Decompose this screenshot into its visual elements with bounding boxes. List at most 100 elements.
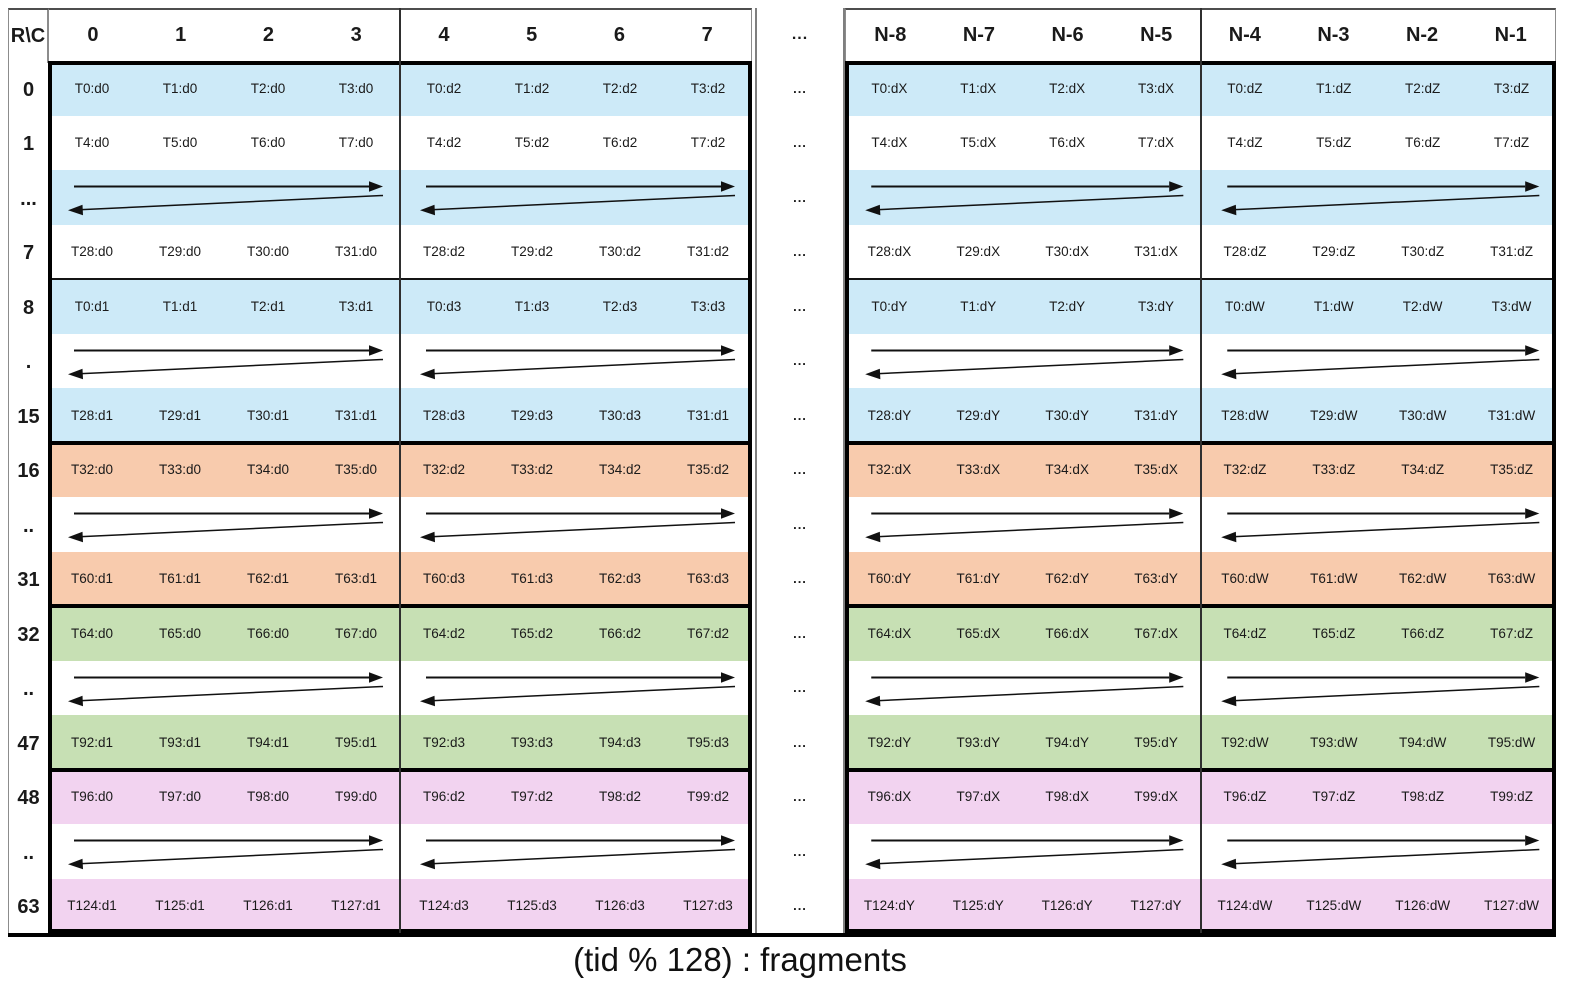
fragment-cell: T29:dX: [956, 244, 1001, 260]
table-row: T92:d1 T93:d1 T94:d1 T95:d1 T92:d3 T93:d3 T94:…: [48, 715, 752, 770]
column-group: T60:d3 T61:d3 T62:d3 T63:d3: [400, 552, 752, 607]
serpentine-order-arrow-icon: [420, 181, 736, 216]
fragment-cell: T64:d0: [70, 625, 114, 641]
row-label: 48: [17, 787, 40, 810]
fragment-cell: T32:d0: [70, 462, 114, 478]
row-label: ..: [22, 514, 35, 537]
fragment-cell: T97:dZ: [1312, 789, 1356, 805]
table-row: T96:d0 T97:d0 T98:d0 T99:d0 T96:d2 T97:d2 T98:…: [48, 769, 752, 824]
fragment-cell: T124:d3: [419, 898, 469, 914]
fragment-cell: T92:d3: [422, 734, 466, 750]
fragment-cell: T94:dY: [1045, 734, 1089, 750]
fragment-cell: T61:dW: [1310, 571, 1358, 587]
fragment-cell: T0:dW: [1225, 298, 1265, 314]
ellipsis-cell: ...: [793, 80, 807, 96]
fragment-cell: T2:d1: [250, 298, 286, 314]
fragment-cell: T96:dX: [867, 789, 912, 805]
row-label-column: R\C 0 1... 7 8. 15 16.. 31 32.. 47 48.. 63: [8, 8, 48, 933]
fragment-cell: T127:dY: [1130, 898, 1182, 914]
fragment-cell: T5:d2: [514, 135, 550, 151]
ellipsis-column: ........................................…: [755, 8, 845, 933]
column-group: T28:dW T29:dW T30:dW T31:dW: [1201, 388, 1557, 443]
column-group: T28:dX T29:dX T30:dX T31:dX: [845, 225, 1201, 280]
serpentine-order-arrow-icon: [420, 835, 736, 870]
fragment-cell: T93:dY: [956, 734, 1001, 750]
column-group: T0:d2 T1:d2 T2:d2 T3:d2: [400, 61, 752, 116]
column-group: T0:dX T1:dX T2:dX T3:dX: [845, 61, 1201, 116]
fragment-cell: T126:d1: [243, 898, 293, 914]
row-label: .: [25, 351, 32, 374]
column-header: 5: [526, 24, 538, 46]
fragment-cell: T35:d0: [334, 462, 378, 478]
fragment-cell: T1:dX: [960, 80, 997, 96]
column-group: [400, 497, 752, 552]
fragment-cell: T34:dX: [1045, 462, 1089, 478]
fragment-cell: T66:d0: [246, 625, 290, 641]
fragment-cell: T29:d2: [510, 244, 554, 260]
column-group: T4:dZ T5:dZ T6:dZ T7:dZ: [1201, 116, 1557, 171]
table-row: [845, 497, 1556, 552]
column-group: T28:d0 T29:d0 T30:d0 T31:d0: [48, 225, 400, 280]
fragment-cell: T7:d2: [690, 135, 726, 151]
fragment-cell: T7:dZ: [1493, 135, 1530, 151]
fragment-cell: T0:d1: [74, 298, 110, 314]
fragment-cell: T5:dX: [960, 135, 997, 151]
row-label: ...: [20, 187, 37, 210]
fragment-cell: T3:dW: [1491, 298, 1532, 314]
fragment-cell: T30:dW: [1399, 407, 1447, 423]
serpentine-order-arrow-icon: [1220, 835, 1539, 870]
column-group: T92:d3 T93:d3 T94:d3 T95:d3: [400, 715, 752, 770]
ellipsis-cell: ...: [793, 734, 807, 750]
fragment-cell: T60:dY: [867, 571, 912, 587]
block-body: T0:d0 T1:d0 T2:d0 T3:d0 T0:d2 T1:d2 T2:d2 T3:d2…: [48, 61, 752, 933]
column-header: N-3: [1317, 24, 1350, 46]
table-row: T0:dY T1:dY T2:dY T3:dY T0:dW T1:dW T2:dW T3:dW: [845, 279, 1556, 334]
column-group: [48, 824, 400, 879]
column-group: T64:d0 T65:d0 T66:d0 T67:d0: [48, 606, 400, 661]
fragment-cell: T63:d1: [334, 571, 378, 587]
column-group: [1201, 170, 1557, 225]
fragment-cell: T61:dY: [956, 571, 1001, 587]
column-header-row: 0 1 2 3 4 5 6 7: [48, 8, 752, 61]
fragment-cell: T31:dY: [1134, 407, 1178, 423]
fragment-cell: T30:d2: [598, 244, 642, 260]
serpentine-order-arrow-icon: [68, 671, 384, 706]
column-group: [845, 170, 1201, 225]
ellipsis-cell: ...: [793, 353, 807, 369]
table-row: T32:dX T33:dX T34:dX T35:dX T32:dZ T33:dZ T34:…: [845, 442, 1556, 497]
column-header: N-4: [1228, 24, 1261, 46]
fragment-cell: T31:dZ: [1490, 244, 1533, 260]
fragment-cell: T3:d1: [338, 298, 374, 314]
column-group: [48, 170, 400, 225]
fragment-cell: T1:dZ: [1316, 80, 1352, 96]
fragment-cell: T96:d0: [70, 789, 114, 805]
table-row: [48, 824, 752, 879]
serpentine-order-arrow-icon: [865, 671, 1184, 706]
fragment-cell: T65:dZ: [1312, 625, 1356, 641]
ellipsis-cell: ...: [793, 789, 807, 805]
fragment-cell: T124:d1: [67, 898, 117, 914]
column-header: 3: [350, 24, 362, 46]
column-group: T28:dY T29:dY T30:dY T31:dY: [845, 388, 1201, 443]
column-group: T0:d3 T1:d3 T2:d3 T3:d3: [400, 279, 752, 334]
table-row: T0:dX T1:dX T2:dX T3:dX T0:dZ T1:dZ T2:dZ T3:dZ: [845, 61, 1556, 116]
fragment-cell: T31:d0: [334, 244, 378, 260]
column-header: N-2: [1405, 24, 1439, 46]
row-label: 47: [17, 732, 40, 755]
row-label: 0: [22, 78, 35, 101]
fragment-cell: T93:d3: [510, 734, 554, 750]
fragment-cell: T60:d3: [422, 571, 466, 587]
column-group: T0:dY T1:dY T2:dY T3:dY: [845, 279, 1201, 334]
fragment-cell: T28:d1: [70, 407, 114, 423]
caption: (tid % 128) : fragments: [573, 941, 907, 978]
column-header: N-7: [962, 24, 996, 46]
fragment-cell: T30:d0: [246, 244, 290, 260]
column-group: T92:dW T93:dW T94:dW T95:dW: [1201, 715, 1557, 770]
fragment-cell: T0:d2: [426, 80, 462, 96]
fragment-cell: T65:d0: [158, 625, 202, 641]
fragment-cell: T65:dX: [956, 625, 1001, 641]
row-label: 16: [17, 460, 40, 483]
fragment-cell: T92:dY: [867, 734, 912, 750]
column-header: 4: [438, 24, 450, 46]
fragment-cell: T29:dW: [1310, 407, 1358, 423]
